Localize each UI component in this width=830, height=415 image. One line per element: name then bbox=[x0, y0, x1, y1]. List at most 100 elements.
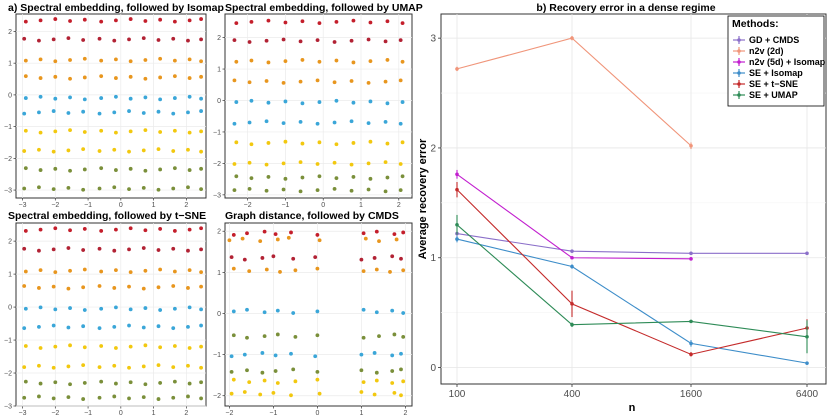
scatter-point bbox=[400, 21, 405, 26]
scatter-point bbox=[22, 246, 27, 251]
scatter-point bbox=[247, 160, 252, 165]
y-tick-label: −3 bbox=[213, 192, 221, 199]
scatter-point bbox=[53, 226, 58, 231]
scatter-point bbox=[128, 59, 133, 64]
scatter-point bbox=[186, 185, 190, 190]
scatter-point bbox=[281, 37, 286, 42]
scatter-point bbox=[317, 174, 322, 179]
scatter-point bbox=[390, 381, 395, 385]
series-line bbox=[456, 238, 808, 364]
scatter-point bbox=[143, 19, 148, 23]
scatter-point bbox=[186, 248, 190, 253]
scatter-point bbox=[374, 310, 379, 315]
scatter-point bbox=[38, 168, 43, 172]
scatter-point bbox=[172, 229, 177, 233]
scatter-point bbox=[22, 186, 27, 191]
scatter-point bbox=[97, 284, 102, 288]
scatter-point bbox=[66, 185, 71, 190]
scatter-point bbox=[199, 109, 203, 113]
scatter-point bbox=[171, 246, 176, 251]
x-tick-label: −2 bbox=[51, 410, 59, 415]
scatter-point bbox=[186, 394, 190, 399]
scatter-point bbox=[199, 96, 203, 101]
scatter-point bbox=[385, 58, 390, 62]
scatter-point bbox=[187, 94, 192, 99]
scatter-point bbox=[171, 111, 176, 116]
scatter-point bbox=[264, 119, 269, 124]
scatter-point bbox=[300, 141, 305, 146]
series-se-isomap bbox=[455, 235, 809, 365]
scatter-point bbox=[158, 167, 163, 172]
scatter-point bbox=[68, 343, 72, 348]
scatter-point bbox=[114, 168, 118, 172]
scatter-point bbox=[68, 168, 72, 173]
scatter-point bbox=[249, 98, 254, 103]
scatter-point bbox=[53, 17, 58, 21]
legend-title: Methods: bbox=[732, 18, 779, 30]
scatter-point bbox=[82, 17, 87, 22]
scatter-point bbox=[141, 364, 146, 369]
scatter-point bbox=[281, 80, 286, 85]
scatter-point bbox=[112, 185, 117, 190]
scatter-point bbox=[399, 256, 403, 261]
scatter-point bbox=[97, 186, 102, 191]
y-axis-label: Average recovery error bbox=[417, 138, 429, 259]
scatter-point bbox=[38, 76, 43, 80]
data-point bbox=[455, 237, 459, 241]
scatter-point bbox=[199, 344, 203, 349]
scatter-point bbox=[229, 391, 234, 396]
scatter-point bbox=[37, 363, 41, 368]
scatter-point bbox=[351, 100, 356, 105]
scatter-point bbox=[260, 370, 265, 375]
scatter-point bbox=[315, 369, 320, 374]
scatter-point bbox=[97, 111, 102, 116]
scatter-point bbox=[400, 100, 405, 104]
scatter-point bbox=[313, 354, 318, 359]
scatter-point bbox=[383, 189, 388, 194]
x-tick-label: −2 bbox=[51, 202, 59, 209]
scatter-point bbox=[171, 365, 176, 369]
data-point bbox=[570, 264, 574, 269]
scatter-point bbox=[38, 381, 43, 386]
y-tick-label: −1 bbox=[4, 124, 12, 131]
scatter-point bbox=[143, 168, 148, 173]
panel-title: a) Spectral embedding, followed by Isoma… bbox=[8, 2, 224, 14]
scatter-point bbox=[317, 100, 322, 104]
scatter-point bbox=[359, 257, 364, 262]
scatter-point bbox=[247, 186, 252, 191]
scatter-point bbox=[229, 255, 234, 260]
scatter-point bbox=[143, 58, 148, 62]
scatter-point bbox=[51, 109, 56, 113]
scatter-point bbox=[186, 324, 190, 329]
data-point bbox=[689, 251, 693, 256]
data-point bbox=[805, 251, 809, 256]
y-tick-label: −1 bbox=[4, 338, 12, 345]
scatter-point bbox=[97, 326, 102, 331]
scatter-point bbox=[187, 227, 192, 232]
scatter-point bbox=[156, 397, 161, 401]
scatter-point bbox=[266, 175, 271, 179]
scatter-point bbox=[53, 59, 58, 64]
scatter-point bbox=[281, 187, 286, 192]
scatter-point bbox=[114, 130, 118, 135]
data-point bbox=[570, 36, 574, 40]
scatter-point bbox=[53, 166, 58, 171]
scatter-point bbox=[283, 20, 288, 25]
scatter-point bbox=[128, 129, 133, 134]
scatter-point bbox=[366, 37, 371, 42]
scatter-point bbox=[398, 162, 403, 166]
scatter-point bbox=[374, 267, 379, 272]
scatter-point bbox=[245, 231, 249, 236]
scatter-point bbox=[53, 96, 58, 101]
scatter-point bbox=[249, 19, 254, 24]
legend-swatch-point bbox=[737, 93, 741, 97]
scatter-point bbox=[23, 58, 28, 63]
y-tick-label: 2 bbox=[8, 29, 12, 36]
data-point bbox=[805, 361, 809, 365]
x-tick-label: −2 bbox=[225, 410, 233, 415]
scatter-point bbox=[127, 365, 131, 370]
chart-title: b) Recovery error in a dense regime bbox=[536, 2, 715, 14]
scatter-point bbox=[114, 94, 118, 99]
scatter-point bbox=[231, 377, 236, 382]
scatter-point bbox=[37, 324, 41, 329]
